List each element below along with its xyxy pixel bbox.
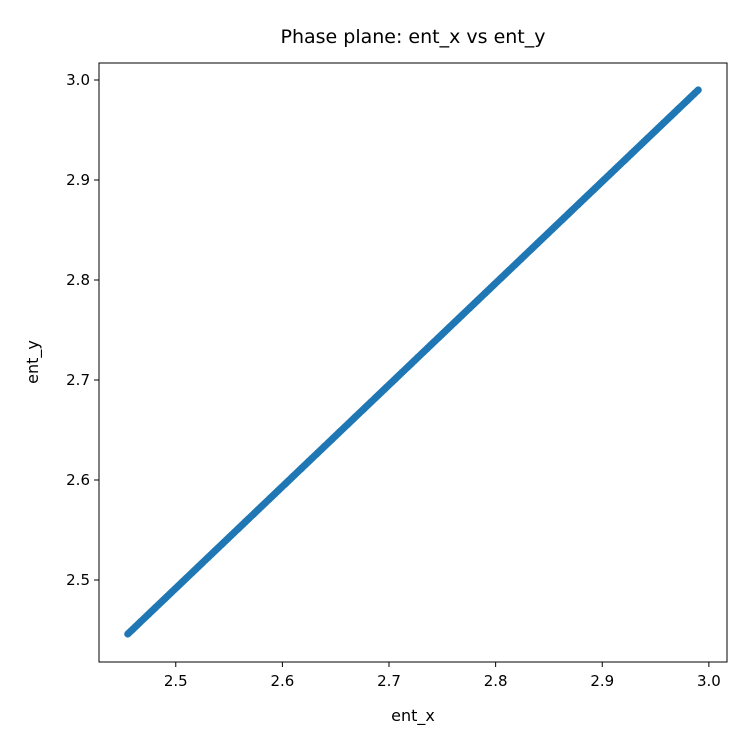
y-tick-label: 2.9 [66, 171, 90, 189]
y-axis: 2.5 2.6 2.7 2.8 2.9 3.0 [66, 71, 99, 589]
x-tick-label: 2.5 [164, 672, 188, 690]
x-tick-label: 2.6 [270, 672, 294, 690]
points-layer [124, 86, 702, 638]
x-tick-label: 2.9 [590, 672, 614, 690]
scatter-point [694, 86, 702, 94]
y-tick-label: 3.0 [66, 71, 90, 89]
chart-title: Phase plane: ent_x vs ent_y [281, 26, 546, 48]
x-axis: 2.5 2.6 2.7 2.8 2.9 3.0 [164, 662, 721, 690]
y-tick-label: 2.7 [66, 371, 90, 389]
x-tick-label: 3.0 [697, 672, 721, 690]
x-tick-label: 2.8 [484, 672, 508, 690]
y-tick-label: 2.6 [66, 471, 90, 489]
y-tick-label: 2.8 [66, 271, 90, 289]
plot-frame [98, 62, 728, 663]
y-tick-label: 2.5 [66, 571, 90, 589]
x-tick-label: 2.7 [377, 672, 401, 690]
x-axis-label: ent_x [391, 706, 435, 726]
y-axis-label: ent_y [23, 340, 43, 384]
